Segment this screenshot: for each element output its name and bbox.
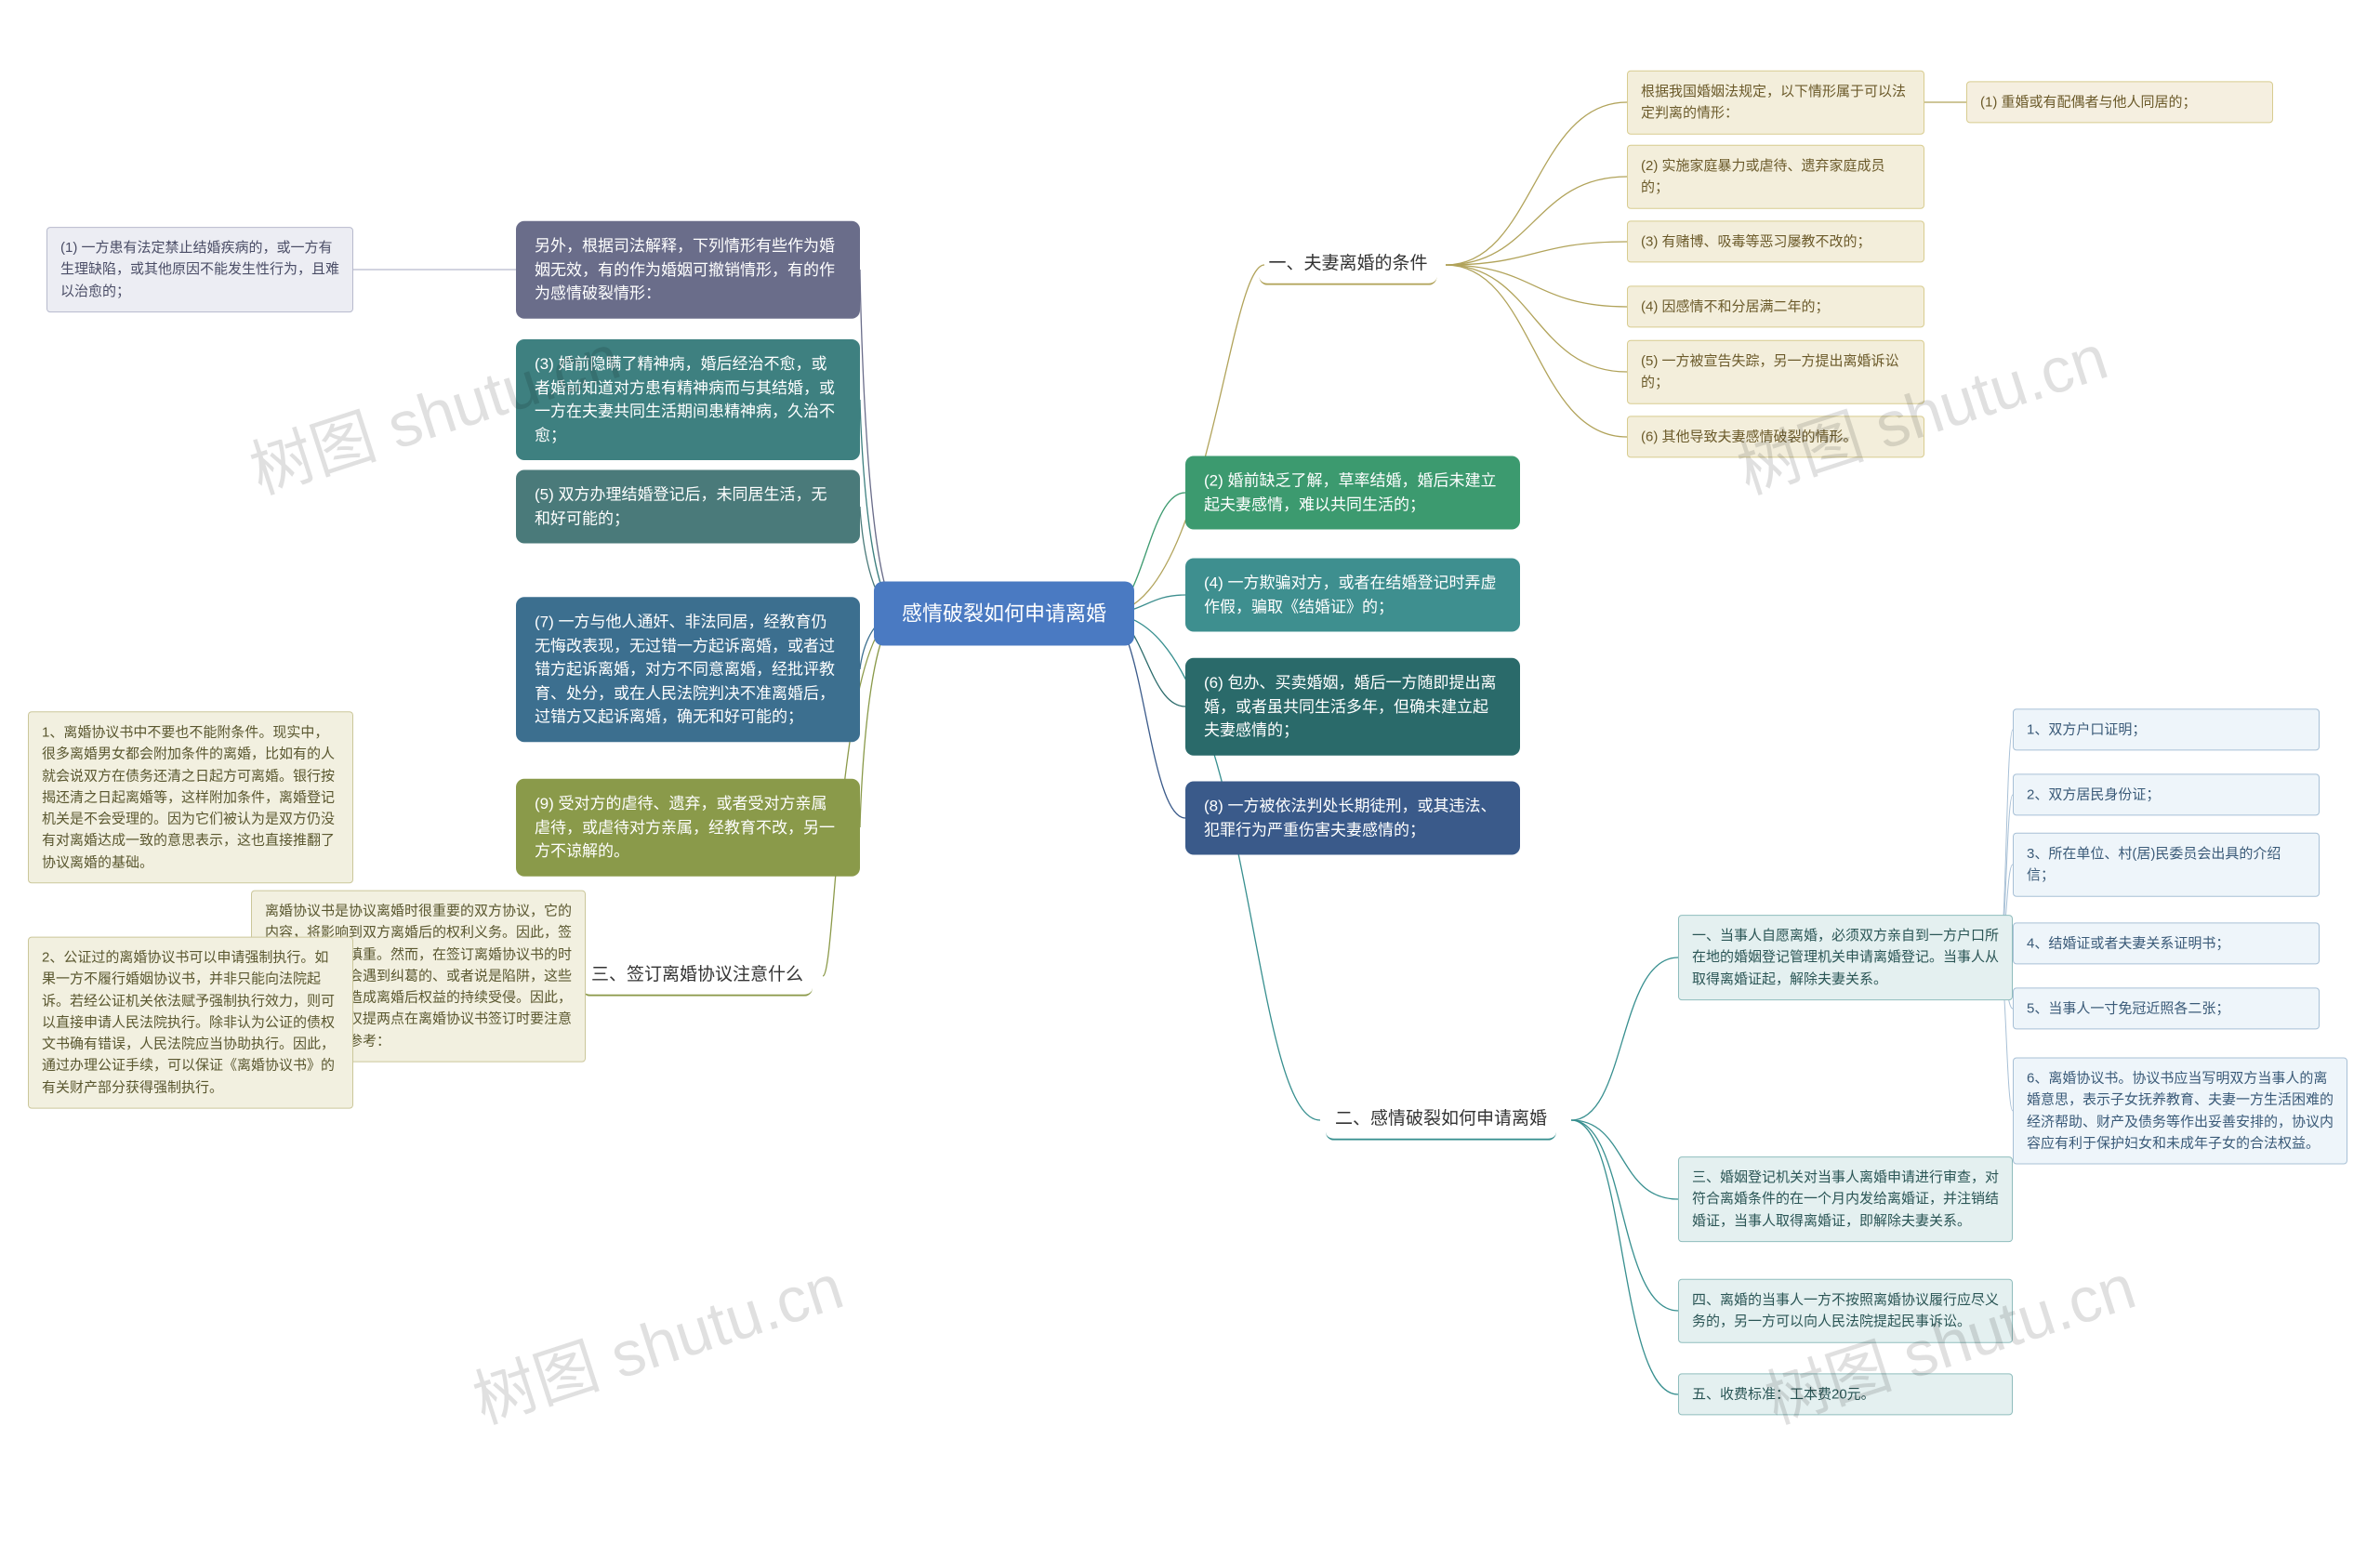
node-rc3: (8) 一方被依法判处长期徒刑，或其违法、犯罪行为严重伤害夫妻感情的； [1185,782,1520,855]
node-b2c1: 三、婚姻登记机关对当事人离婚申请进行审查，对符合离婚条件的在一个月内发给离婚证，… [1678,1156,2013,1242]
node-rc2: (6) 包办、买卖婚姻，婚后一方随即提出离婚，或者虽共同生活多年，但确未建立起夫… [1185,658,1520,756]
node-b1c2: (3) 有赌博、吸毒等恶习屡教不改的； [1627,220,1924,262]
node-b2l5: 5、当事人一寸免冠近照各二张； [2013,987,2320,1029]
watermark: 树图 shutu.cn [460,1235,853,1441]
node-lc3: (7) 一方与他人通奸、非法同居，经教育仍无悔改表现，无过错一方起诉离婚，或者过… [516,597,860,742]
node-lc0l: (1) 一方患有法定禁止结婚疾病的，或一方有生理缺陷，或其他原因不能发生性行为，… [46,227,353,312]
node-b3l2: 2、公证过的离婚协议书可以申请强制执行。如果一方不履行婚姻协议书，并非只能向法院… [28,937,353,1109]
node-b1c1: (2) 实施家庭暴力或虐待、遗弃家庭成员的； [1627,145,1924,209]
branch-b3: 三、签订离婚协议注意什么 [582,957,813,997]
node-b2c0: 一、当事人自愿离婚，必须双方亲自到一方户口所在地的婚姻登记管理机关申请离婚登记。… [1678,915,2013,1000]
root-node: 感情破裂如何申请离婚 [874,582,1134,646]
node-lc4: (9) 受对方的虐待、遗弃，或者受对方亲属虐待，或虐待对方亲属，经教育不改，另一… [516,779,860,877]
node-lc0: 另外，根据司法解释，下列情形有些作为婚姻无效，有的作为婚姻可撤销情形，有的作为感… [516,221,860,319]
node-lc1: (3) 婚前隐瞒了精神病，婚后经治不愈，或者婚前知道对方患有精神病而与其结婚，或… [516,339,860,460]
branch-b1: 一、夫妻离婚的条件 [1259,245,1436,285]
watermark: 树图 shutu.cn [1725,306,2117,511]
node-b1c0: 根据我国婚姻法规定，以下情形属于可以法定判离的情形： [1627,71,1924,135]
node-b2l1: 1、双方户口证明； [2013,708,2320,750]
node-rc0: (2) 婚前缺乏了解，草率结婚，婚后未建立起夫妻感情，难以共同生活的； [1185,456,1520,530]
node-b1c0l1: (1) 重婚或有配偶者与他人同居的； [1966,81,2273,123]
node-b2l3: 3、所在单位、村(居)民委员会出具的介绍信； [2013,833,2320,897]
mindmap-canvas: 感情破裂如何申请离婚 一、夫妻离婚的条件 根据我国婚姻法规定，以下情形属于可以法… [0,0,2380,1558]
node-b2c3: 五、收费标准：工本费20元。 [1678,1373,2013,1415]
branch-b2: 二、感情破裂如何申请离婚 [1326,1101,1556,1141]
node-b2l2: 2、双方居民身份证； [2013,773,2320,815]
node-b2c2: 四、离婚的当事人一方不按照离婚协议履行应尽义务的，另一方可以向人民法院提起民事诉… [1678,1279,2013,1343]
node-rc1: (4) 一方欺骗对方，或者在结婚登记时弄虚作假，骗取《结婚证》的； [1185,559,1520,632]
node-b1c5: (6) 其他导致夫妻感情破裂的情形。 [1627,416,1924,457]
node-b1c3: (4) 因感情不和分居满二年的； [1627,285,1924,327]
node-lc2: (5) 双方办理结婚登记后，未同居生活，无和好可能的； [516,470,860,544]
node-b2l6: 6、离婚协议书。协议书应当写明双方当事人的离婚意思，表示子女抚养教育、夫妻一方生… [2013,1058,2347,1165]
node-b2l4: 4、结婚证或者夫妻关系证明书； [2013,922,2320,964]
node-b3l1: 1、离婚协议书中不要也不能附条件。现实中，很多离婚男女都会附加条件的离婚，比如有… [28,711,353,883]
node-b1c4: (5) 一方被宣告失踪，另一方提出离婚诉讼的； [1627,340,1924,404]
